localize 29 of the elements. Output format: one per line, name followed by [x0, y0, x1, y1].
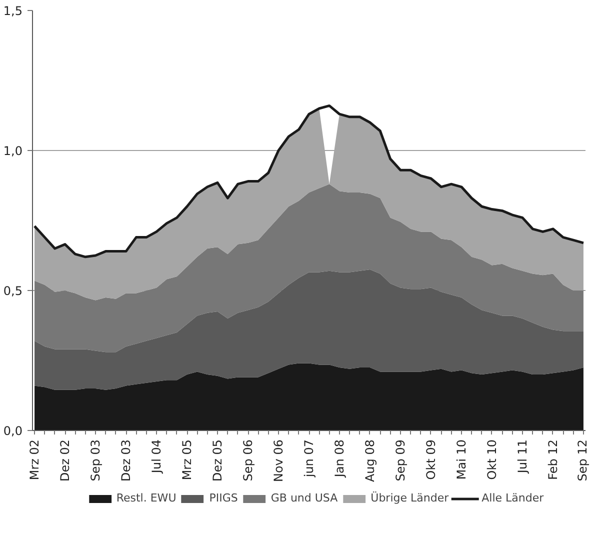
- x-tick-label: Dez 03: [119, 439, 134, 482]
- x-tick-label: jun 07: [302, 439, 316, 478]
- x-tick-label: Okt 10: [484, 439, 499, 480]
- x-tick-label: Sep 03: [88, 440, 103, 482]
- x-tick-label: Sep 06: [241, 440, 256, 482]
- x-tick-label: Mai 10: [454, 440, 468, 480]
- x-tick-label: Sep 09: [393, 440, 408, 482]
- legend-label: Alle Länder: [482, 492, 544, 504]
- y-tick-label: 0,0: [3, 424, 23, 438]
- x-tick-label: Mrz 05: [180, 440, 194, 480]
- legend-label: Restl. EWU: [116, 492, 176, 504]
- x-tick-label: Dez 02: [58, 439, 72, 482]
- legend-label: GB und USA: [270, 492, 338, 504]
- x-tick-label: Sep 12: [576, 440, 590, 482]
- y-tick-label: 1,0: [3, 144, 23, 158]
- y-tick-label: 0,5: [3, 284, 23, 298]
- x-tick-label: Aug 08: [362, 440, 377, 482]
- legend-label: Übrige Länder: [370, 492, 449, 504]
- x-tick-label: Jul 11: [515, 440, 530, 474]
- y-tick-label: 1,5: [3, 4, 23, 18]
- x-tick-label: Dez 05: [210, 439, 225, 482]
- x-tick-label: Feb 12: [546, 439, 560, 480]
- x-tick-label: Nov 06: [272, 439, 286, 482]
- line-series: [33, 104, 585, 258]
- x-tick-label: Okt 09: [424, 439, 438, 480]
- x-tick-label: Jan 08: [332, 439, 346, 478]
- x-tick-label: Jul 04: [150, 440, 164, 474]
- legend-label: PIIGS: [209, 492, 238, 504]
- x-tick-label: Mrz 02: [28, 440, 42, 480]
